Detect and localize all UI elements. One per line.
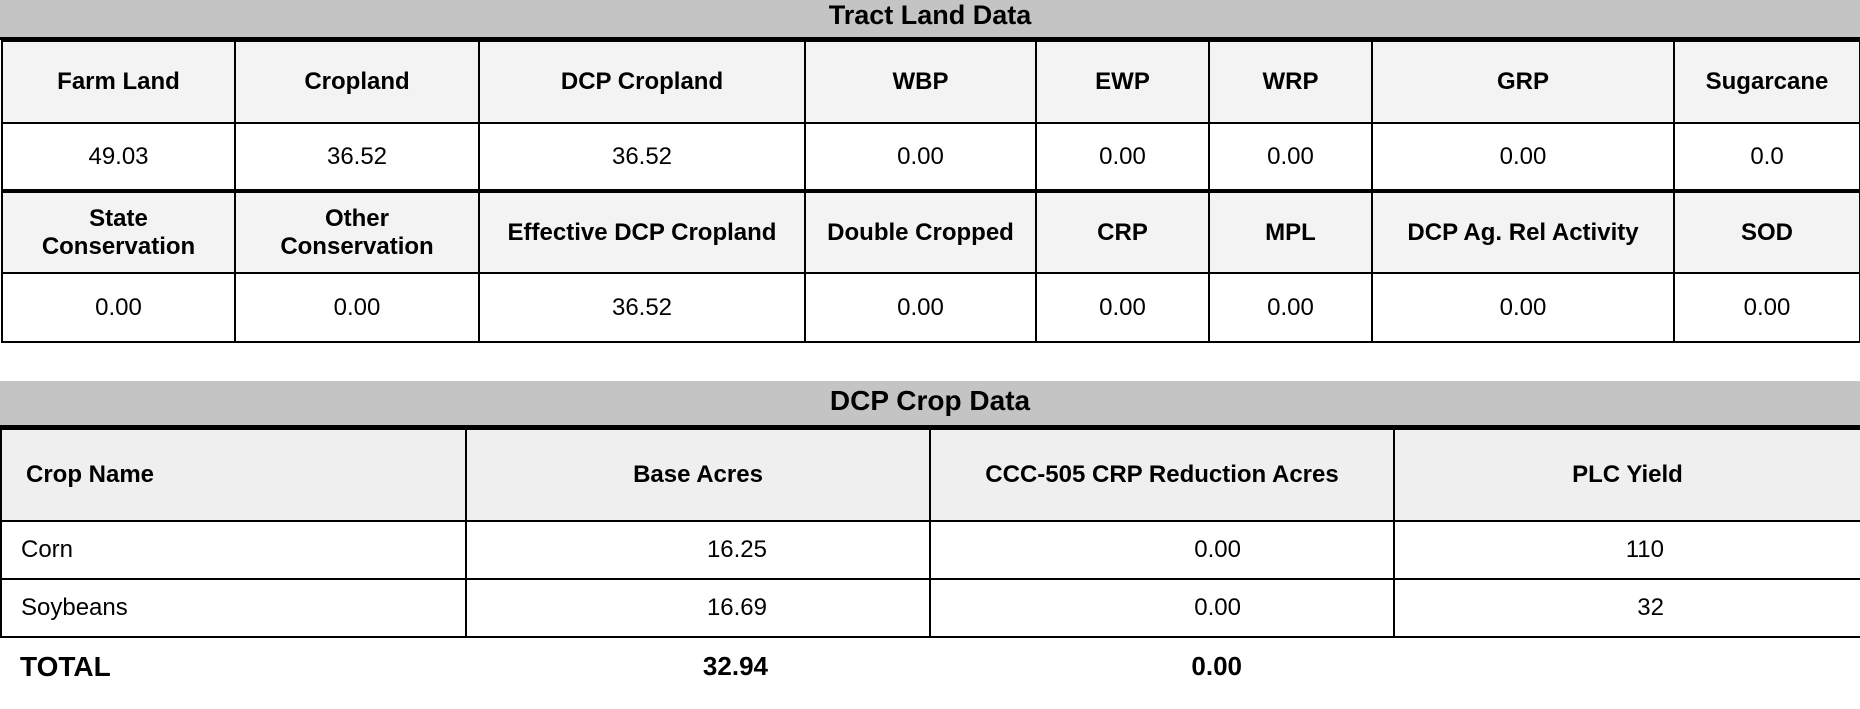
dcp-crop-data-title: DCP Crop Data <box>0 381 1860 428</box>
header-effective-dcp-cropland: Effective DCP Cropland <box>478 189 806 274</box>
value-ewp: 0.00 <box>1035 122 1210 192</box>
value-effective-dcp-cropland: 36.52 <box>478 272 806 343</box>
value-other-conservation: 0.00 <box>234 272 480 343</box>
total-label: TOTAL <box>1 637 466 695</box>
header-grp: GRP <box>1371 40 1675 124</box>
tract-land-table: Farm Land Cropland DCP Cropland WBP EWP … <box>1 40 1860 343</box>
header-crop-name: Crop Name <box>0 428 467 522</box>
crop-name-cell: Soybeans <box>0 578 467 638</box>
tract-header-row-2: State Conservation Other Conservation Ef… <box>1 189 1860 274</box>
tract-header-row-1: Farm Land Cropland DCP Cropland WBP EWP … <box>1 40 1860 124</box>
value-farm-land: 49.03 <box>1 122 236 192</box>
value-cropland: 36.52 <box>234 122 480 192</box>
crop-name-cell: Corn <box>0 520 467 580</box>
value-dcp-ag-rel-activity: 0.00 <box>1371 272 1675 343</box>
dcp-crop-table: Crop Name Base Acres CCC-505 CRP Reducti… <box>0 428 1860 695</box>
crop-total-row: TOTAL 32.94 0.00 <box>1 637 1860 695</box>
value-crp: 0.00 <box>1035 272 1210 343</box>
base-acres-cell: 16.69 <box>465 578 931 638</box>
header-sugarcane: Sugarcane <box>1673 40 1860 124</box>
base-acres-cell: 16.25 <box>465 520 931 580</box>
header-state-conservation: State Conservation <box>1 189 236 274</box>
value-grp: 0.00 <box>1371 122 1675 192</box>
value-mpl: 0.00 <box>1208 272 1373 343</box>
total-plc-yield-empty <box>1394 637 1860 695</box>
value-dcp-cropland: 36.52 <box>478 122 806 192</box>
value-state-conservation: 0.00 <box>1 272 236 343</box>
header-ewp: EWP <box>1035 40 1210 124</box>
header-ccc-505-crp-reduction-acres: CCC-505 CRP Reduction Acres <box>929 428 1395 522</box>
header-double-cropped: Double Cropped <box>804 189 1037 274</box>
crop-header-row: Crop Name Base Acres CCC-505 CRP Reducti… <box>0 428 1860 522</box>
tract-land-data-section: Tract Land Data Farm Land Cropland DCP C… <box>0 0 1860 343</box>
dcp-crop-data-section: DCP Crop Data Crop Name Base Acres CCC-5… <box>0 381 1860 695</box>
crop-row: Corn 16.25 0.00 110 <box>0 520 1860 580</box>
header-dcp-ag-rel-activity: DCP Ag. Rel Activity <box>1371 189 1675 274</box>
header-base-acres: Base Acres <box>465 428 931 522</box>
total-base-acres: 32.94 <box>466 637 930 695</box>
value-sod: 0.00 <box>1673 272 1860 343</box>
header-mpl: MPL <box>1208 189 1373 274</box>
value-wrp: 0.00 <box>1208 122 1373 192</box>
total-crp-reduction: 0.00 <box>930 637 1394 695</box>
header-other-conservation: Other Conservation <box>234 189 480 274</box>
header-farm-land: Farm Land <box>1 40 236 124</box>
plc-yield-cell: 32 <box>1393 578 1860 638</box>
header-cropland: Cropland <box>234 40 480 124</box>
header-wbp: WBP <box>804 40 1037 124</box>
crp-reduction-cell: 0.00 <box>929 578 1395 638</box>
crp-reduction-cell: 0.00 <box>929 520 1395 580</box>
header-sod: SOD <box>1673 189 1860 274</box>
header-crp: CRP <box>1035 189 1210 274</box>
plc-yield-cell: 110 <box>1393 520 1860 580</box>
header-dcp-cropland: DCP Cropland <box>478 40 806 124</box>
header-wrp: WRP <box>1208 40 1373 124</box>
tract-land-data-title: Tract Land Data <box>0 0 1860 40</box>
value-sugarcane: 0.0 <box>1673 122 1860 192</box>
value-double-cropped: 0.00 <box>804 272 1037 343</box>
value-wbp: 0.00 <box>804 122 1037 192</box>
crop-row: Soybeans 16.69 0.00 32 <box>0 578 1860 638</box>
tract-value-row-2: 0.00 0.00 36.52 0.00 0.00 0.00 0.00 0.00 <box>1 272 1860 343</box>
header-plc-yield: PLC Yield <box>1393 428 1860 522</box>
tract-value-row-1: 49.03 36.52 36.52 0.00 0.00 0.00 0.00 0.… <box>1 122 1860 192</box>
